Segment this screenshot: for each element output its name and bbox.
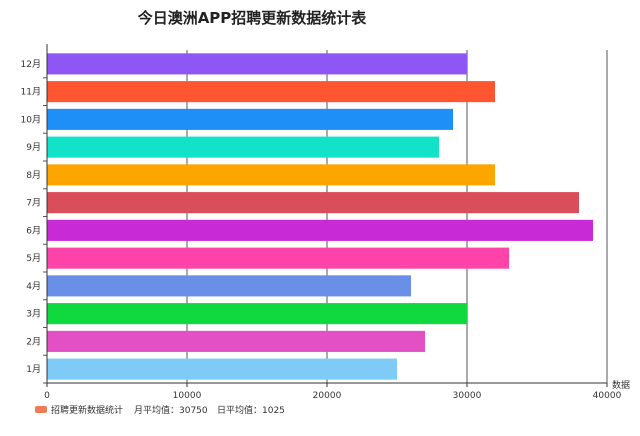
bar — [47, 164, 495, 186]
x-tick-label: 20000 — [313, 391, 342, 401]
bar — [47, 192, 579, 214]
x-tick-label: 40000 — [593, 391, 622, 401]
x-tick-label: 10000 — [173, 391, 202, 401]
x-tick-labels: 0 10000 20000 30000 40000 — [44, 383, 622, 401]
bar — [47, 358, 397, 380]
legend-swatch — [35, 406, 47, 413]
bar — [47, 303, 467, 325]
legend-series-name: 招聘更新数据统计 — [51, 404, 123, 416]
bar — [47, 219, 593, 241]
bar — [47, 108, 453, 130]
x-tick-label: 0 — [44, 391, 50, 401]
legend-monthly-average: 月平均值：30750 — [134, 404, 208, 416]
bars — [47, 53, 593, 380]
grid-lines — [186, 50, 608, 383]
category-label: 11月 — [21, 87, 41, 98]
category-labels: 1月 2月 3月 4月 5月 6月 7月 8月 9月 10月 11月 12月 — [21, 59, 47, 384]
bar — [47, 136, 439, 158]
legend: 招聘更新数据统计 月平均值：30750 日平均值：1025 — [35, 404, 285, 416]
chart-title: 今日澳洲APP招聘更新数据统计表 — [137, 9, 368, 27]
category-label: 10月 — [21, 114, 41, 125]
bar — [47, 330, 425, 352]
category-label: 2月 — [26, 336, 41, 347]
category-label: 5月 — [26, 253, 41, 264]
category-label: 9月 — [26, 142, 41, 153]
category-label: 3月 — [26, 309, 41, 320]
category-label: 8月 — [26, 170, 41, 181]
category-label: 7月 — [26, 198, 41, 209]
bar — [47, 247, 509, 269]
x-axis-label: 数据 — [612, 379, 630, 391]
bar — [47, 53, 467, 75]
bar — [47, 81, 495, 103]
category-label: 1月 — [26, 364, 41, 375]
bar — [47, 275, 411, 297]
category-label: 4月 — [26, 281, 41, 292]
legend-daily-average: 日平均值：1025 — [217, 404, 285, 416]
category-label: 12月 — [21, 59, 41, 70]
x-tick-label: 30000 — [453, 391, 482, 401]
category-label: 6月 — [26, 225, 41, 236]
